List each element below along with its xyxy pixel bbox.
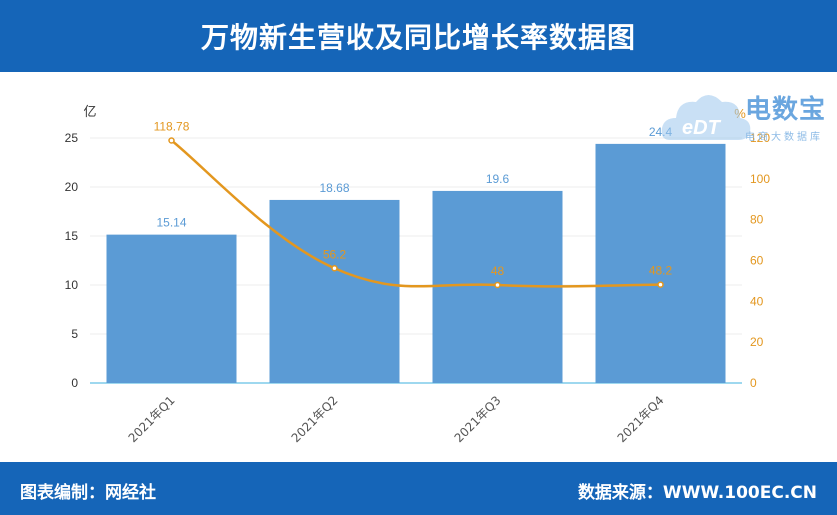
watermark-subtext: 电商大数据库 xyxy=(745,132,823,143)
y-right-tick-label: 40 xyxy=(750,294,764,308)
line-value-label: 118.78 xyxy=(154,119,190,133)
footer-source: 数据来源：WWW.100EC.CN xyxy=(577,483,817,503)
watermark-text: 电数宝 xyxy=(745,95,827,125)
x-tick-label: 2021年Q1 xyxy=(126,393,178,445)
line-value-label: 48 xyxy=(491,264,505,278)
line-point xyxy=(657,281,664,288)
chart-title: 万物新生营收及同比增长率数据图 xyxy=(200,21,636,54)
x-tick-label: 2021年Q2 xyxy=(289,393,341,445)
growth-line xyxy=(170,139,661,288)
bar-value-label: 15.14 xyxy=(156,216,186,230)
y-right-tick-label: 20 xyxy=(750,335,764,349)
y-right-tick-label: 100 xyxy=(750,172,770,186)
line-point xyxy=(331,265,338,272)
bar-value-label: 18.68 xyxy=(319,181,349,195)
logo-text: eDT xyxy=(682,117,722,139)
x-tick-label: 2021年Q3 xyxy=(452,393,504,445)
y-right-tick-label: 0 xyxy=(750,376,757,390)
bar xyxy=(269,199,400,383)
y-left-tick-label: 0 xyxy=(71,376,78,390)
y-left-tick-label: 15 xyxy=(65,229,79,243)
y-left-tick-label: 20 xyxy=(65,180,79,194)
y-left-unit-label: 亿 xyxy=(83,105,96,120)
footer-compiler: 图表编制：网经社 xyxy=(20,483,156,503)
bar xyxy=(106,234,237,383)
y-right-tick-label: 60 xyxy=(750,254,764,268)
y-left-tick-label: 25 xyxy=(65,131,79,145)
y-right-tick-label: 120 xyxy=(750,131,770,145)
y-left-tick-label: 10 xyxy=(65,278,79,292)
y-right-tick-label: 80 xyxy=(750,213,764,227)
line-value-label: 48.2 xyxy=(649,264,673,278)
bar xyxy=(595,143,726,383)
bar-value-label: 19.6 xyxy=(486,172,510,186)
line-value-label: 56.2 xyxy=(323,247,347,261)
line-point xyxy=(494,281,501,289)
line-point xyxy=(168,137,175,144)
combo-chart: 0510152025亿020406080100120%15.142021年Q11… xyxy=(65,105,771,445)
y-left-tick-label: 5 xyxy=(71,327,78,341)
chart-title-banner: 万物新生营收及同比增长率数据图 xyxy=(0,0,837,72)
footer-bar: 图表编制：网经社 数据来源：WWW.100EC.CN xyxy=(0,462,837,515)
cloud-logo-icon: eDT xyxy=(661,95,751,140)
x-tick-label: 2021年Q4 xyxy=(615,393,667,445)
